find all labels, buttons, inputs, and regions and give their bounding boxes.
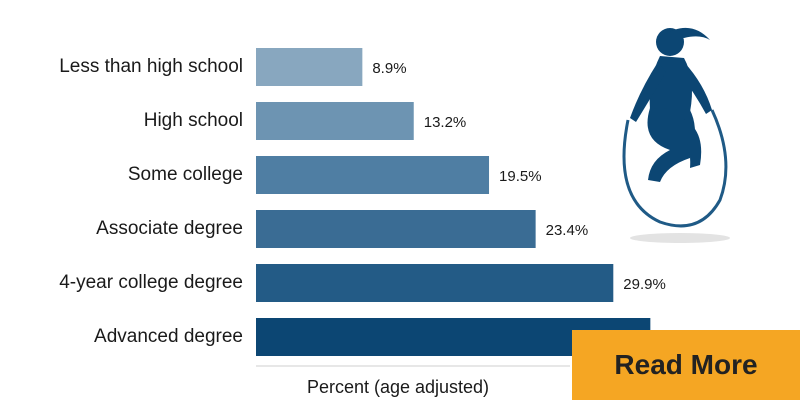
value-label: 8.9% bbox=[372, 60, 406, 77]
bar bbox=[256, 48, 363, 86]
x-axis-label: Percent (age adjusted) bbox=[307, 377, 489, 397]
bar bbox=[256, 264, 614, 302]
value-label: 19.5% bbox=[499, 168, 542, 185]
category-label: Associate degree bbox=[96, 218, 243, 239]
bar bbox=[256, 156, 490, 194]
value-label: 29.9% bbox=[623, 276, 666, 293]
value-label: 13.2% bbox=[424, 114, 467, 131]
category-label: Less than high school bbox=[59, 56, 243, 77]
bar bbox=[256, 102, 414, 140]
category-label: 4-year college degree bbox=[59, 272, 243, 293]
category-label: Some college bbox=[128, 164, 243, 185]
jump-rope-figure bbox=[622, 27, 730, 243]
value-label: 23.4% bbox=[546, 222, 589, 239]
category-label: Advanced degree bbox=[94, 326, 243, 347]
category-label: High school bbox=[144, 110, 243, 131]
read-more-button[interactable]: Read More bbox=[572, 330, 800, 400]
bar bbox=[256, 210, 536, 248]
button-label: Read More bbox=[614, 349, 758, 380]
